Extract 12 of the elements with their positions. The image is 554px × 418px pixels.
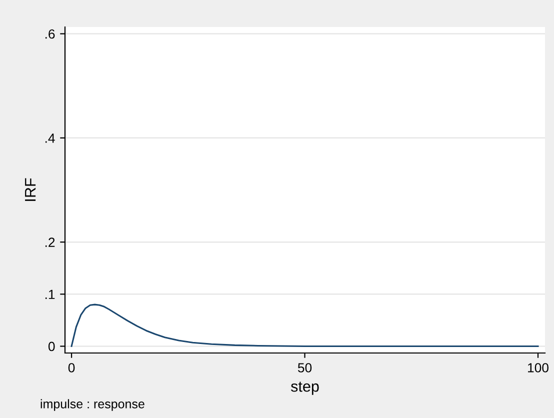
x-tick-label: 0	[68, 363, 75, 372]
y-tick-label: .2	[45, 238, 55, 247]
y-tick-label: .6	[45, 29, 55, 39]
y-tick-label: .1	[45, 290, 55, 299]
text: impulse : response	[40, 399, 144, 411]
line-series	[70, 304, 539, 347]
y-tick-label: .4	[45, 134, 55, 143]
x-axis-title: step	[290, 382, 319, 395]
x-tick-label: 100	[528, 363, 548, 372]
y-tick-label: 0	[48, 342, 55, 352]
x-tick-label: 50	[298, 363, 312, 372]
y-axis-title: IRF	[25, 178, 36, 201]
